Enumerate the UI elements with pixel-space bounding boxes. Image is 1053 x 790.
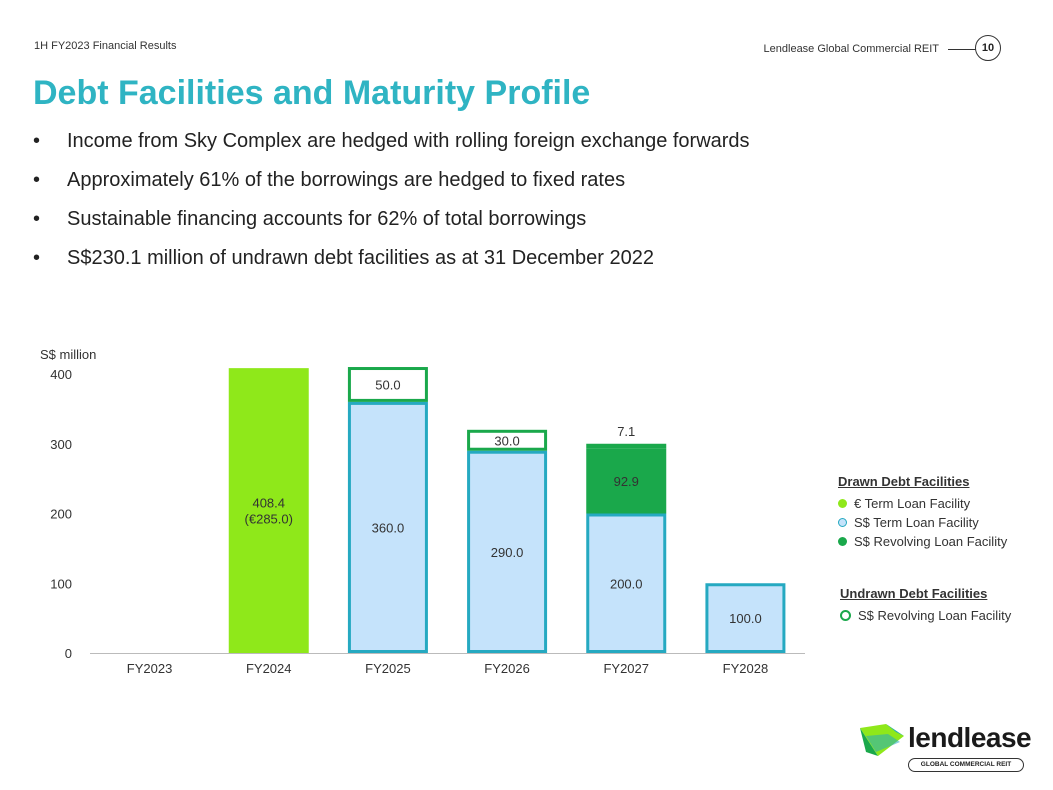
- data-label: 92.9: [614, 474, 639, 489]
- legend-swatch: [838, 518, 847, 527]
- page-number: 10: [975, 35, 1001, 61]
- data-label: 290.0: [491, 545, 524, 560]
- bar-undrawn-revolving: [586, 443, 667, 449]
- logo-wordmark: lendlease: [908, 722, 1032, 753]
- legend-item-sgd-term: S$ Term Loan Facility: [838, 513, 1007, 532]
- legend-undrawn-title: Undrawn Debt Facilities: [840, 586, 988, 601]
- bar-sgd-term: [586, 513, 667, 653]
- data-label: 360.0: [372, 520, 405, 535]
- legend-label: S$ Revolving Loan Facility: [858, 608, 1012, 623]
- legend-label: € Term Loan Facility: [854, 496, 971, 511]
- legend-undrawn: Undrawn Debt Facilities S$ Revolving Loa…: [840, 586, 1011, 625]
- legend-drawn-title: Drawn Debt Facilities: [838, 474, 970, 489]
- bullet-item: Income from Sky Complex are hedged with …: [33, 130, 750, 169]
- bar-undrawn-revolving: [347, 367, 428, 402]
- bar-euro-term: [228, 368, 309, 653]
- logo-tagline: GLOBAL COMMERCIAL REIT: [908, 758, 1024, 772]
- data-label: 100.0: [729, 611, 762, 626]
- bar-sgd-term: [705, 583, 786, 653]
- bullet-item: Sustainable financing accounts for 62% o…: [33, 208, 750, 247]
- legend-swatch: [840, 610, 851, 621]
- y-tick-label: 0: [65, 646, 72, 661]
- bar-sgd-term: [467, 450, 548, 653]
- company-logo: lendlease GLOBAL COMMERCIAL REIT: [858, 722, 1032, 774]
- data-label: 30.0: [494, 433, 519, 448]
- legend-item-sgd-revolving: S$ Revolving Loan Facility: [838, 532, 1007, 551]
- page-number-line: [948, 49, 976, 50]
- y-tick-label: 100: [50, 576, 72, 591]
- data-label: 50.0: [375, 377, 400, 392]
- report-period-label: 1H FY2023 Financial Results: [34, 40, 177, 52]
- x-tick-label: FY2028: [723, 661, 769, 676]
- x-tick-label: FY2025: [365, 661, 411, 676]
- x-tick-label: FY2026: [484, 661, 530, 676]
- data-label: (€285.0): [245, 512, 293, 527]
- data-label: 200.0: [610, 576, 643, 591]
- bullet-item: S$230.1 million of undrawn debt faciliti…: [33, 247, 750, 286]
- bar-undrawn-revolving: [467, 429, 548, 451]
- y-axis-label: S$ million: [40, 347, 96, 362]
- legend-label: S$ Term Loan Facility: [854, 515, 979, 530]
- y-tick-label: 300: [50, 437, 72, 452]
- legend-drawn: Drawn Debt Facilities € Term Loan Facili…: [838, 474, 1007, 551]
- legend-label: S$ Revolving Loan Facility: [854, 534, 1008, 549]
- legend-item-undrawn-revolving: S$ Revolving Loan Facility: [840, 606, 1011, 625]
- legend-swatch: [838, 499, 847, 508]
- bar-sgd-revolving: [586, 448, 667, 514]
- x-tick-label: FY2027: [603, 661, 649, 676]
- data-label: 7.1: [617, 424, 635, 439]
- x-tick-label: FY2023: [127, 661, 173, 676]
- legend-item-euro-term: € Term Loan Facility: [838, 494, 1007, 513]
- bar-sgd-term: [347, 401, 428, 653]
- bullet-list: Income from Sky Complex are hedged with …: [33, 130, 750, 286]
- y-tick-label: 400: [50, 367, 72, 382]
- slide-title: Debt Facilities and Maturity Profile: [33, 74, 591, 112]
- bullet-item: Approximately 61% of the borrowings are …: [33, 169, 750, 208]
- x-tick-label: FY2024: [246, 661, 292, 676]
- legend-swatch: [838, 537, 847, 546]
- data-label: 408.4: [252, 496, 285, 511]
- logo-mark-icon: [860, 724, 904, 756]
- y-tick-label: 200: [50, 507, 72, 522]
- company-name-label: Lendlease Global Commercial REIT: [763, 43, 939, 55]
